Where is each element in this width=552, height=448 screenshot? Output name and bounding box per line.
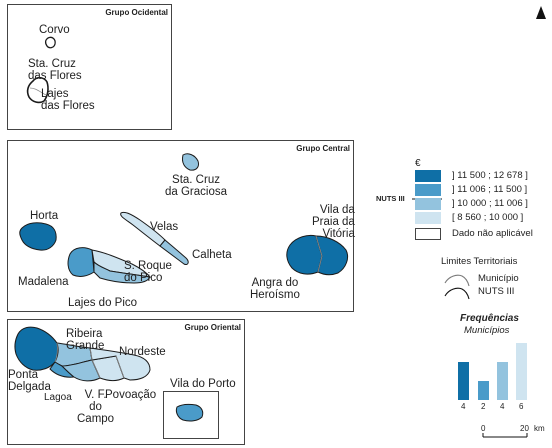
label-lajes-flores: Lajes das Flores <box>41 88 95 112</box>
freq-subtitle: Municípios <box>464 325 510 336</box>
label-vfcampo: V. F. do Campo <box>77 389 115 425</box>
island-terceira-angra <box>286 234 323 275</box>
freq-count-1: 4 <box>461 402 466 411</box>
legend-limit-nuts: NUTS III <box>478 286 515 297</box>
scale-start: 0 <box>481 424 486 433</box>
label-corvo: Corvo <box>39 24 70 36</box>
island-faial <box>19 222 57 251</box>
group-title-oriental: Grupo Oriental <box>184 323 241 332</box>
legend-class-3: ] 10 000 ; 11 006 ] <box>415 198 552 210</box>
island-terceira-praia <box>315 235 349 276</box>
label-vila-porto: Vila do Porto <box>170 378 236 390</box>
island-pico-madalena <box>67 247 95 277</box>
legend-class-4: [ 8 560 ; 10 000 ] <box>415 212 552 224</box>
freq-title: Frequências <box>460 313 519 324</box>
island-sao-jorge-calheta <box>159 239 189 265</box>
label-graciosa: Sta. Cruz da Graciosa <box>165 174 228 198</box>
legend-nuts-label: NUTS III <box>376 194 405 203</box>
scale-unit: km <box>534 424 545 433</box>
freq-count-4: 6 <box>519 402 524 411</box>
legend-limits-title: Limites Territoriais <box>441 256 518 267</box>
legend-swatch <box>415 170 441 182</box>
legend-limit-municipio: Município <box>478 273 519 284</box>
freq-bar-3 <box>497 362 508 400</box>
label-angra: Angra do Heroísmo <box>250 277 300 301</box>
freq-count-2: 2 <box>481 402 486 411</box>
legend-currency: € <box>415 158 421 169</box>
scale-end: 20 <box>520 424 529 433</box>
legend-class-5: Dado não aplicável <box>415 228 552 240</box>
legend-class-label: [ 8 560 ; 10 000 ] <box>452 212 524 223</box>
label-velas: Velas <box>150 221 179 233</box>
legend-class-label: ] 11 500 ; 12 678 ] <box>452 170 528 181</box>
freq-bar-4 <box>516 343 527 400</box>
legend-class-label: ] 10 000 ; 11 006 ] <box>452 198 528 209</box>
freq-count-3: 4 <box>500 402 505 411</box>
legend-class-label: ] 11 006 ; 11 500 ] <box>452 184 528 195</box>
legend-class-2: ] 11 006 ; 11 500 ] <box>415 184 552 196</box>
freq-bar-2 <box>478 381 489 400</box>
terceira-nuts-boundary <box>315 235 323 273</box>
label-calheta: Calheta <box>192 249 232 261</box>
nuts-line-icon <box>444 287 470 300</box>
group-title-ocidental: Grupo Ocidental <box>105 8 168 17</box>
label-ponta-delgada: Ponta Delgada <box>8 369 51 393</box>
legend-class-1: ] 11 500 ; 12 678 ] <box>415 170 552 182</box>
legend-swatch <box>415 184 441 196</box>
island-pico-lajes <box>93 260 151 284</box>
island-sm-vfcampo <box>60 359 101 382</box>
island-graciosa <box>182 153 199 171</box>
label-sta-cruz-flores: Sta. Cruz das Flores <box>28 58 82 82</box>
label-lagoa: Lagoa <box>44 392 72 403</box>
group-title-central: Grupo Central <box>296 144 350 153</box>
label-ribeira-grande: Ribeira Grande <box>66 328 105 352</box>
legend-swatch <box>415 212 441 224</box>
panel-grupo-central: Grupo Central <box>7 140 354 312</box>
island-sm-nordeste <box>89 347 151 381</box>
label-madalena: Madalena <box>18 276 69 288</box>
panel-grupo-ocidental: Grupo Ocidental <box>7 4 172 130</box>
island-sm-ponta-delgada <box>14 326 59 371</box>
label-lajes-pico: Lajes do Pico <box>68 297 138 309</box>
municipio-line-icon <box>444 274 470 287</box>
label-povoacao: Povoação <box>105 389 157 401</box>
legend-class-label: Dado não aplicável <box>452 228 533 239</box>
label-praia-vitoria: Vila da Praia da Vitória <box>312 204 355 240</box>
label-nordeste: Nordeste <box>119 346 166 358</box>
sm-municipal-boundaries <box>54 342 125 379</box>
label-sroque-pico: S. Roque do Pico <box>124 260 172 284</box>
north-arrow-icon <box>536 6 546 19</box>
island-santa-maria <box>175 403 204 422</box>
legend-swatch <box>415 198 441 210</box>
legend-swatch <box>415 228 441 240</box>
island-corvo <box>44 36 56 49</box>
flores-municipal-boundary <box>29 87 47 96</box>
freq-bar-1 <box>458 362 469 400</box>
label-horta: Horta <box>30 210 59 222</box>
